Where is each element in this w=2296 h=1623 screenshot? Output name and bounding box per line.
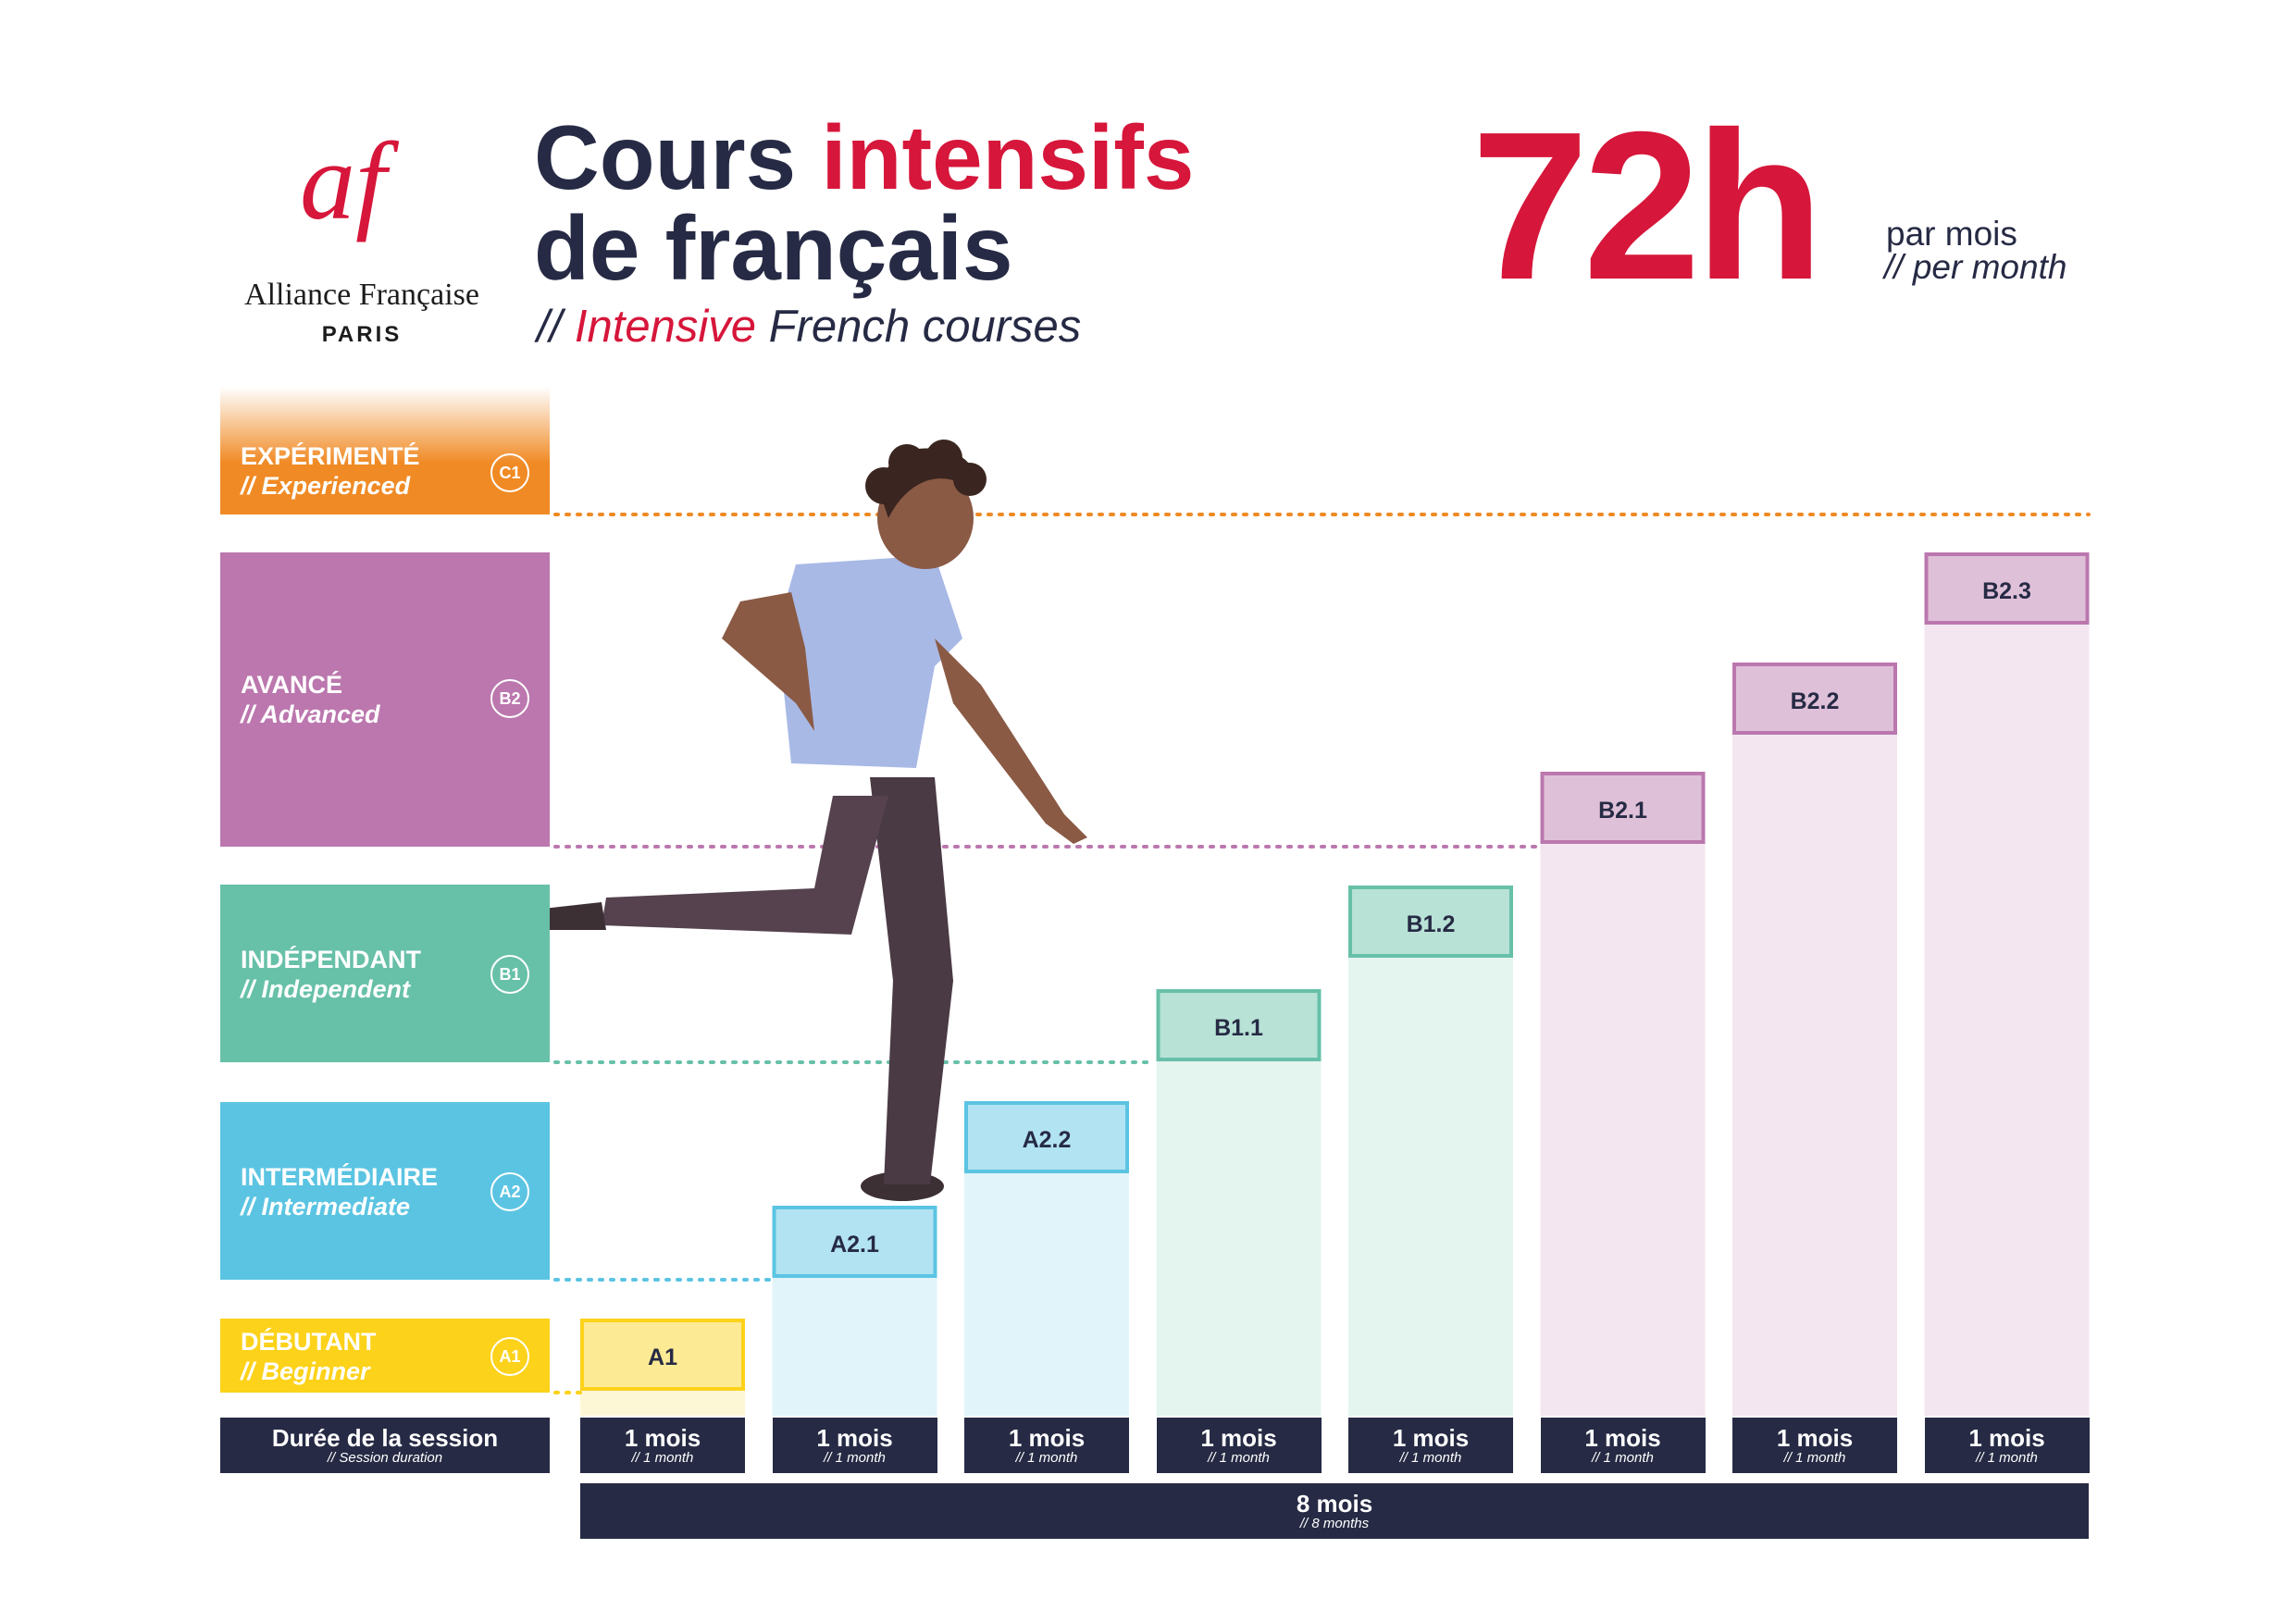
- title-highlight: intensifs: [821, 106, 1195, 208]
- bar-label: B1.1: [1214, 1015, 1263, 1041]
- duration-cell-sub: // 1 month: [1976, 1450, 2038, 1466]
- duration-header-label: Durée de la session: [271, 1424, 499, 1452]
- duration-total-label: 8 mois: [1296, 1490, 1373, 1518]
- duration-cell: 1 mois// 1 month: [1348, 1418, 1513, 1473]
- bar-A2-2: [964, 1101, 1129, 1416]
- duration-cell-label: 1 mois: [1200, 1424, 1277, 1452]
- bar-label: B2.1: [1598, 798, 1647, 824]
- bar-label: A2.1: [830, 1232, 879, 1258]
- bar-cap-B2-3: [1924, 552, 2090, 625]
- level-badge: A1: [490, 1337, 529, 1376]
- level-name: DÉBUTANT: [241, 1328, 377, 1356]
- duration-cell-label: 1 mois: [624, 1424, 701, 1452]
- bar-B2-1: [1540, 772, 1706, 1416]
- bar-label: A1: [648, 1344, 677, 1370]
- duration-cell: 1 mois// 1 month: [1540, 1418, 1706, 1473]
- bar-cap-B1-1: [1156, 989, 1322, 1061]
- duration-cell-sub: // 1 month: [1399, 1450, 1462, 1466]
- level-badge: C1: [490, 453, 529, 492]
- duration-cell: 1 mois// 1 month: [1156, 1418, 1322, 1473]
- runner-illustration: [514, 440, 1087, 1201]
- level-block-intermediate: INTERMÉDIAIRE // Intermediate A2: [220, 1102, 550, 1280]
- duration-cell-sub: // 1 month: [1592, 1450, 1654, 1466]
- hours-sub: // per month: [1884, 248, 2067, 286]
- level-badge: A2: [490, 1172, 529, 1211]
- level-block-advanced: AVANCÉ // Advanced B2: [220, 552, 550, 847]
- hours-label: par mois: [1886, 215, 2017, 253]
- bar-B2-2: [1732, 663, 1897, 1416]
- bar-B2-3: [1924, 552, 2090, 1416]
- duration-cell-sub: // 1 month: [1783, 1450, 1846, 1466]
- duration-cell-label: 1 mois: [1968, 1424, 2045, 1452]
- hours-value: 72h: [1471, 89, 1824, 324]
- level-block-experienced: EXPÉRIMENTÉ // Experienced C1: [220, 387, 550, 514]
- duration-cell: 1 mois// 1 month: [964, 1418, 1129, 1473]
- duration-cell-sub: // 1 month: [1015, 1450, 1078, 1466]
- bar-label: B1.2: [1407, 911, 1456, 937]
- duration-cell-sub: // 1 month: [1208, 1450, 1270, 1466]
- level-block-beginner: DÉBUTANT // Beginner A1: [220, 1319, 550, 1393]
- level-block-independent: INDÉPENDANT // Independent B1: [220, 885, 550, 1062]
- duration-cell: 1 mois// 1 month: [1924, 1418, 2090, 1473]
- duration-cell-label: 1 mois: [1584, 1424, 1661, 1452]
- level-subname: // Experienced: [241, 472, 411, 500]
- bar-label: B2.3: [1982, 578, 2031, 604]
- duration-cell-sub: // 1 month: [631, 1450, 694, 1466]
- bar-B1-2: [1348, 886, 1513, 1416]
- logo-name: Alliance Française: [244, 278, 479, 312]
- duration-cell-sub: // 1 month: [824, 1450, 886, 1466]
- level-name: INTERMÉDIAIRE: [241, 1163, 439, 1191]
- bar-cap-B2-2: [1732, 663, 1897, 735]
- bar-label: B2.2: [1791, 688, 1840, 714]
- duration-cell-label: 1 mois: [1392, 1424, 1470, 1452]
- bar-label: A2.2: [1023, 1127, 1072, 1153]
- subtitle-prefix: //: [537, 302, 575, 352]
- level-subname: // Intermediate: [241, 1193, 411, 1220]
- duration-cell-label: 1 mois: [1008, 1424, 1086, 1452]
- bar-A2-1: [772, 1206, 937, 1416]
- duration-total: 8 mois // 8 months: [580, 1483, 2089, 1539]
- level-name: AVANCÉ: [241, 671, 343, 699]
- title-line-1: Cours intensifs: [534, 111, 1194, 204]
- bar-cap-A1: [580, 1319, 745, 1391]
- level-threshold-lines: [553, 513, 2091, 1394]
- level-name: INDÉPENDANT: [241, 946, 422, 973]
- duration-cell: 1 mois// 1 month: [1732, 1418, 1897, 1473]
- duration-header: Durée de la session // Session duration: [220, 1418, 550, 1473]
- subtitle: // Intensive French courses: [537, 301, 1081, 353]
- level-name: EXPÉRIMENTÉ: [241, 442, 420, 470]
- bar-cap-A2-2: [964, 1101, 1129, 1173]
- duration-total-sub: // 8 months: [1299, 1516, 1370, 1531]
- title-part-1: Cours: [534, 106, 822, 208]
- level-bars: A1 A2.1 A2.2 B1.1 B1.2 B2.1 B2.2 B2.3: [580, 552, 2090, 1416]
- logo-af-mark: af: [300, 119, 400, 242]
- duration-cell: 1 mois// 1 month: [772, 1418, 937, 1473]
- level-badge: B2: [490, 679, 529, 718]
- subtitle-rest: French courses: [755, 302, 1082, 352]
- bar-cap-A2-1: [772, 1206, 937, 1278]
- bar-A1: [580, 1319, 745, 1416]
- level-subname: // Beginner: [241, 1357, 370, 1385]
- duration-header-sub: // Session duration: [327, 1450, 443, 1466]
- duration-cell-label: 1 mois: [816, 1424, 893, 1452]
- level-subname: // Advanced: [241, 700, 380, 728]
- bar-cap-B2-1: [1540, 772, 1706, 844]
- duration-cell: 1 mois// 1 month: [580, 1418, 745, 1473]
- logo-city: PARIS: [321, 322, 403, 347]
- alliance-francaise-logo: af: [300, 119, 400, 242]
- level-badge: B1: [490, 955, 529, 994]
- subtitle-highlight: Intensive: [574, 302, 756, 352]
- duration-cell-label: 1 mois: [1776, 1424, 1854, 1452]
- title-line-2: de français: [534, 197, 1013, 299]
- level-subname: // Independent: [241, 975, 411, 1003]
- bar-cap-B1-2: [1348, 886, 1513, 958]
